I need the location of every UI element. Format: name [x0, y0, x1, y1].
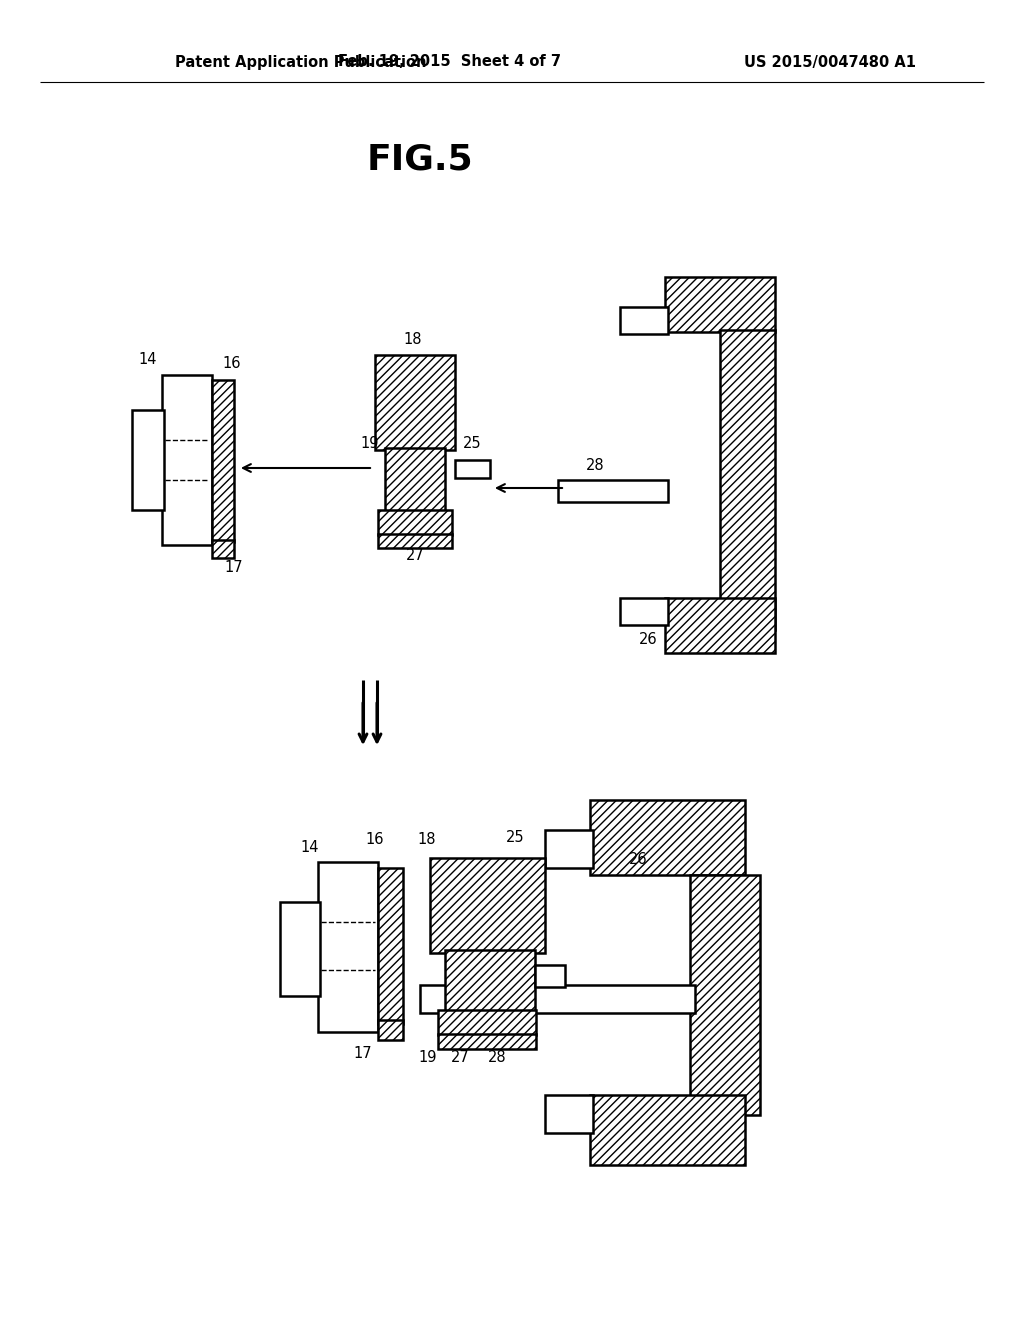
Bar	[620, 308, 668, 334]
Text: 16: 16	[223, 355, 242, 371]
Bar	[318, 862, 378, 1032]
Bar	[378, 535, 452, 548]
Text: 28: 28	[586, 458, 604, 473]
Text: 14: 14	[301, 841, 319, 855]
Bar	[438, 1010, 536, 1035]
Bar	[162, 375, 212, 545]
Text: FIG.5: FIG.5	[367, 143, 473, 177]
Bar	[445, 950, 535, 1015]
Text: 26: 26	[629, 853, 647, 867]
Text: Feb. 19, 2015  Sheet 4 of 7: Feb. 19, 2015 Sheet 4 of 7	[339, 54, 561, 70]
Text: Patent Application Publication: Patent Application Publication	[175, 54, 427, 70]
Text: 26: 26	[639, 632, 657, 648]
Text: 18: 18	[418, 833, 436, 847]
Text: 25: 25	[506, 830, 524, 846]
Bar	[438, 1034, 536, 1049]
Bar	[385, 447, 445, 513]
Bar	[212, 380, 234, 543]
Bar	[535, 965, 565, 987]
Text: 16: 16	[366, 833, 384, 847]
Text: 18: 18	[403, 333, 422, 347]
Bar	[455, 459, 490, 478]
Text: 17: 17	[353, 1047, 373, 1061]
Bar	[420, 985, 695, 1012]
Text: 14: 14	[138, 352, 158, 367]
Bar	[132, 411, 164, 510]
Bar	[545, 830, 593, 869]
Bar	[375, 355, 455, 450]
Text: 19: 19	[419, 1051, 437, 1065]
Text: US 2015/0047480 A1: US 2015/0047480 A1	[744, 54, 916, 70]
Bar	[590, 1096, 745, 1166]
Bar	[378, 510, 452, 535]
Bar	[378, 1020, 403, 1040]
Bar	[545, 1096, 593, 1133]
Bar	[430, 858, 545, 953]
Text: 28: 28	[487, 1051, 506, 1065]
Bar	[590, 800, 745, 875]
Text: 19: 19	[360, 436, 379, 450]
Bar	[620, 598, 668, 624]
Text: 17: 17	[224, 561, 244, 576]
Bar	[558, 480, 668, 502]
Bar	[378, 869, 403, 1024]
Bar	[280, 902, 319, 997]
Text: 25: 25	[463, 436, 481, 450]
Bar	[665, 598, 775, 653]
Bar	[212, 540, 234, 558]
Text: 27: 27	[406, 549, 424, 564]
Bar	[690, 875, 760, 1115]
Bar	[665, 277, 775, 333]
Bar	[720, 330, 775, 630]
Text: 27: 27	[451, 1051, 469, 1065]
